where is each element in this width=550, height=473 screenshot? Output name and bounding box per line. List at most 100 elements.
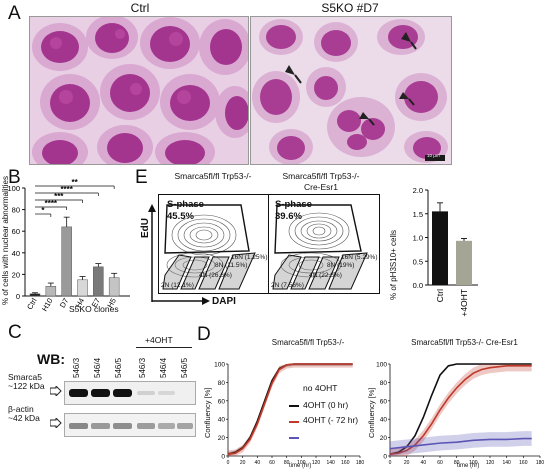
- dapi-axis-arrow: [152, 297, 210, 305]
- bar: [456, 240, 472, 285]
- x-tick-label: 40: [255, 460, 261, 466]
- category-label: +4OHT: [459, 289, 469, 317]
- x-tick-label: 20: [240, 460, 246, 466]
- x-tick-label: 140: [326, 460, 335, 466]
- right-sphase-pct: 39.6%: [275, 211, 302, 222]
- right-gate-16n: 16N (5.29%): [341, 254, 378, 261]
- legend-4oht-72hr-swatch: [289, 437, 299, 439]
- y-tick-label: 0: [383, 454, 387, 461]
- lane-label: 546/3: [72, 357, 81, 378]
- band2-size: ~42 kDa: [8, 413, 40, 423]
- y-tick-label: 60: [12, 227, 20, 236]
- x-tick-label: 180: [356, 460, 365, 466]
- flow-plot-right-image: [272, 204, 368, 290]
- panel-a-label: A: [8, 3, 21, 24]
- y-tick-label: 80: [218, 380, 226, 387]
- series-error-band: [228, 364, 353, 456]
- right-gate-2n: 2N (7.56%): [271, 282, 304, 289]
- panel-d-label: D: [197, 324, 211, 345]
- significance-stars: *: [41, 206, 45, 215]
- left-gate-16n: 16N (1.25%): [231, 254, 268, 261]
- category-label: D7: [58, 297, 71, 310]
- y-tick-label: 0: [16, 292, 20, 301]
- flow-plot-left: S-phase 45.5% 16N (1.25%) 8N (11.5%) 4N …: [158, 194, 270, 294]
- band1-name: Smarca5: [8, 372, 43, 382]
- y-tick-label: 0.5: [413, 257, 423, 266]
- left-sphase-pct: 45.5%: [167, 211, 194, 222]
- y-tick-label: 1.0: [413, 234, 423, 243]
- flow-plot-left-image: [162, 204, 256, 290]
- y-tick-label: 20: [218, 435, 226, 442]
- significance-stars: ****: [45, 199, 58, 208]
- band1-size: ~122 kDa: [8, 381, 45, 391]
- series-error-band: [390, 431, 532, 456]
- legend-4oht-0hr: 4OHT (0 hr): [303, 400, 349, 410]
- category-label: H4: [74, 297, 87, 310]
- y-tick-label: 100: [214, 362, 225, 369]
- bar: [93, 266, 104, 297]
- x-tick-label: 120: [312, 460, 321, 466]
- lane-label: 546/4: [93, 357, 102, 378]
- series-line: [227, 363, 353, 455]
- category-label: Ctrl: [435, 289, 445, 302]
- panel-a-right-title: S5KO #D7: [321, 1, 379, 15]
- x-tick-label: 80: [454, 460, 460, 466]
- x-tick-label: 0: [389, 460, 392, 466]
- y-tick-label: 40: [380, 417, 388, 424]
- bar: [29, 293, 41, 297]
- micrograph-s5ko-image: [251, 17, 451, 164]
- arrow-band1: [50, 386, 62, 396]
- x-tick-label: 60: [269, 460, 275, 466]
- panel-c-label: C: [8, 322, 22, 343]
- x-tick-label: 100: [297, 460, 306, 466]
- panel-e-left-title: Smarca5fl/fl Trp53-/-: [174, 171, 252, 181]
- right-sphase-label: S-phase: [275, 199, 312, 210]
- bar: [45, 286, 57, 297]
- panel-b-group-label: S5KO clones: [69, 304, 119, 314]
- panel-e-right-title-l2: Cre-Esr1: [303, 182, 338, 192]
- edu-axis-arrow: [148, 204, 156, 302]
- bar: [108, 277, 120, 297]
- y-tick-label: 1.5: [413, 210, 423, 219]
- significance-stars: ****: [60, 185, 73, 194]
- category-label: E7: [90, 297, 102, 309]
- y-tick-label: 60: [380, 398, 388, 405]
- panel-d-left-chart: 0 20 40 60 80 100 0 20 40 60 80 100 120 140 160 180: [214, 362, 365, 467]
- y-tick-label: 40: [12, 249, 20, 258]
- panel-e-label: E: [135, 167, 148, 188]
- left-sphase-label: S-phase: [167, 199, 204, 210]
- scale-bar-label: 10 µm: [427, 153, 440, 158]
- x-tick-label: 80: [284, 460, 290, 466]
- panel-d-right-chart: 0 20 40 60 80 100 0 20 40 60 80 100 120 140 160 180: [376, 362, 544, 467]
- legend-no-4oht: no 4OHT: [303, 383, 338, 393]
- y-tick-label: 0: [221, 454, 225, 461]
- left-gate-8n: 8N (11.5%): [215, 262, 248, 269]
- x-tick-label: 120: [486, 460, 495, 466]
- x-tick-label: 0: [227, 460, 230, 466]
- lane-label: 546/4: [159, 357, 168, 378]
- panel-d-left-title: Smarca5fl/fl Trp53-/-: [271, 338, 345, 347]
- treatment-bracket: [136, 347, 192, 348]
- legend-4oht-72hr: 4OHT (- 72 hr): [303, 415, 359, 425]
- panel-e-bar-ylabel: % of pH3S10+ cells: [389, 229, 398, 300]
- y-tick-label: 20: [12, 270, 20, 279]
- legend-4oht-0hr-swatch: [289, 421, 299, 423]
- significance-stars: **: [71, 178, 78, 187]
- left-gate-4n: 4N (26.6%): [199, 272, 232, 279]
- y-tick-label: 100: [7, 184, 20, 193]
- blot-smarca5-image: [69, 389, 175, 397]
- treatment-label: +4OHT: [145, 335, 173, 345]
- lane-label: 546/5: [180, 357, 189, 378]
- blot-actin: [64, 413, 196, 437]
- x-tick-label: 60: [437, 460, 443, 466]
- dapi-axis-label: DAPI: [212, 296, 236, 307]
- series-line: [389, 437, 532, 450]
- bar: [77, 279, 88, 297]
- y-tick-label: 100: [376, 362, 387, 369]
- right-gate-4n: 4N (22.6%): [309, 272, 342, 279]
- left-gate-2n: 2N (12.1%): [161, 282, 194, 289]
- panel-d-xlabel-right: time (hr): [457, 463, 480, 469]
- y-tick-label: 80: [12, 206, 20, 215]
- blot-actin-image: [69, 423, 193, 429]
- series-line: [389, 363, 532, 455]
